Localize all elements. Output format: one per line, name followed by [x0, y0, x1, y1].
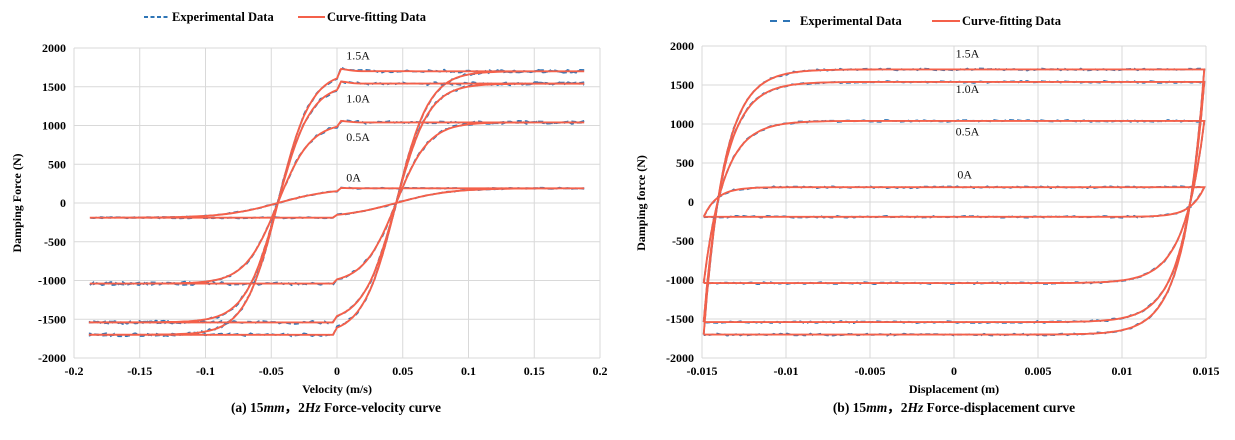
chart-b-caption: (b) 15mm，2Hz Force-displacement curve: [833, 400, 1075, 415]
y-tick-label: 0: [688, 195, 694, 209]
y-tick-label: 1500: [42, 80, 66, 94]
y-tick-label: 1000: [670, 117, 694, 131]
y-tick-label: 2000: [670, 39, 694, 53]
annotation-0A: 0A: [957, 168, 972, 182]
legend-b-experimental-label: Experimental Data: [800, 14, 902, 28]
chart-force-velocity: 2000 1500 1000 500 0 -500 -1000 -1500 -2000-0.2 -…: [38, 41, 608, 378]
x-tick-label: 0.05: [392, 364, 413, 378]
x-tick-label: -0.05: [259, 364, 284, 378]
y-tick-label: 0: [60, 196, 66, 210]
y-tick-label: -500: [44, 235, 66, 249]
y-tick-label: -1000: [38, 274, 66, 288]
annotation-1.0A: 1.0A: [346, 91, 370, 105]
annotation-1.5A: 1.5A: [346, 49, 370, 63]
fit-line-0.5A: [702, 119, 1206, 285]
legend-b: Experimental Data Curve-fitting Data: [770, 14, 1062, 28]
y-tick-label: 1500: [670, 78, 694, 92]
y-tick-label: -1000: [666, 273, 694, 287]
legend-a-fit-label: Curve-fitting Data: [327, 10, 427, 24]
chart-a-ylabel: Damping Force (N): [10, 153, 24, 252]
x-tick-label: 0.015: [1193, 364, 1220, 378]
legend-a-experimental-label: Experimental Data: [172, 10, 274, 24]
chart-force-displacement: 2000150010005000-500-1000-1500-2000-0.01…: [666, 39, 1220, 378]
annotation-0.5A: 0.5A: [956, 125, 980, 139]
legend-a: Experimental Data Curve-fitting Data: [144, 10, 427, 24]
x-tick-label: 0.15: [524, 364, 545, 378]
fit-line-1.0A: [88, 80, 585, 324]
annotation-0.5A: 0.5A: [346, 130, 370, 144]
chart-a-caption: (a) 15mm，2Hz Force-velocity curve: [231, 400, 441, 415]
x-tick-label: -0.1: [196, 364, 215, 378]
x-tick-label: -0.2: [65, 364, 84, 378]
x-tick-label: -0.01: [774, 364, 799, 378]
legend-b-fit-label: Curve-fitting Data: [962, 14, 1062, 28]
fit-line-1.0A: [702, 80, 1206, 324]
y-tick-label: 2000: [42, 41, 66, 55]
fit-line-0.5A: [89, 119, 585, 285]
fit-line-1.5A: [702, 68, 1206, 336]
x-tick-label: 0: [334, 364, 340, 378]
annotation-0A: 0A: [346, 170, 361, 184]
y-tick-label: -1500: [38, 312, 66, 326]
x-tick-label: 0.1: [461, 364, 476, 378]
y-tick-label: 500: [676, 156, 694, 170]
fit-line-0A: [89, 187, 585, 219]
chart-a-xlabel: Velocity (m/s): [302, 382, 372, 396]
x-tick-label: 0.005: [1025, 364, 1052, 378]
y-tick-label: 1000: [42, 119, 66, 133]
x-tick-label: 0: [951, 364, 957, 378]
chart-b-xlabel: Displacement (m): [909, 382, 999, 396]
y-tick-label: -1500: [666, 312, 694, 326]
y-tick-label: -2000: [38, 351, 66, 365]
y-tick-label: -2000: [666, 351, 694, 365]
fit-line-1.5A: [88, 67, 585, 336]
x-tick-label: 0.01: [1112, 364, 1133, 378]
x-tick-label: 0.2: [593, 364, 608, 378]
annotation-1.0A: 1.0A: [956, 82, 980, 96]
chart-b-ylabel: Damping force (N): [634, 155, 648, 251]
y-tick-label: 500: [48, 157, 66, 171]
x-tick-label: -0.15: [127, 364, 152, 378]
x-tick-label: -0.005: [855, 364, 886, 378]
annotation-1.5A: 1.5A: [956, 47, 980, 61]
x-tick-label: -0.015: [687, 364, 718, 378]
y-tick-label: -500: [672, 234, 694, 248]
fit-line-0A: [702, 186, 1206, 218]
